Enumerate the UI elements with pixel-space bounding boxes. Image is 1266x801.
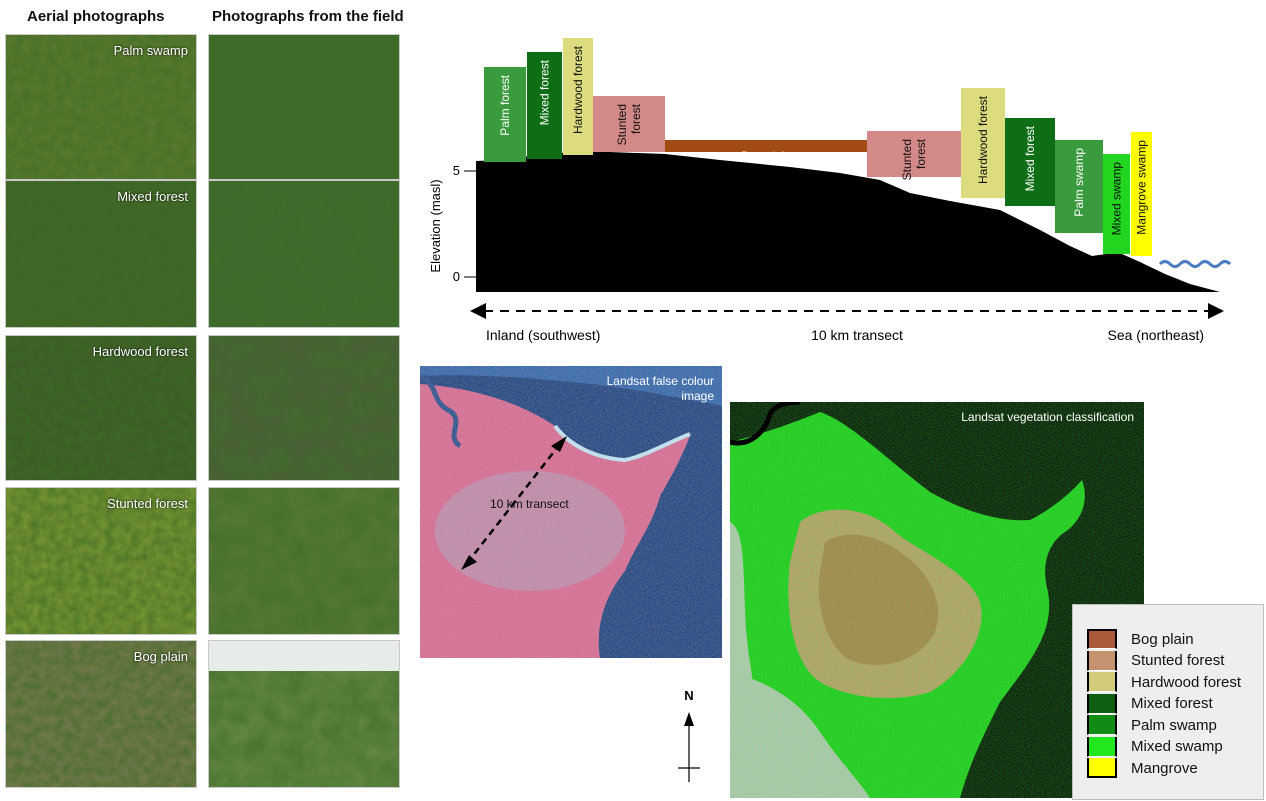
y-axis-label: Elevation (masl) — [428, 179, 443, 272]
legend-swatch — [1087, 650, 1117, 671]
landsat-title-line-1: Landsat false colour — [606, 374, 714, 388]
vegetation-zone-label: Stunted forest — [615, 103, 643, 145]
aerial-photo-label: Palm swamp — [113, 43, 188, 58]
x-label-transect: 10 km transect — [811, 327, 903, 343]
legend-label: Bog plain — [1131, 630, 1194, 648]
vegetation-zone-bar — [1005, 118, 1055, 206]
transect-arrow-right-icon — [1208, 303, 1224, 319]
vegetation-zone-bar — [593, 96, 665, 152]
vegetation-zone-bar — [961, 88, 1005, 198]
aerial-photo-0: Palm swamp — [5, 34, 197, 180]
aerial-photo-label: Stunted forest — [107, 496, 188, 511]
legend-label: Hardwood forest — [1131, 673, 1242, 691]
vegetation-zone-label: Hardwood forest — [976, 95, 990, 184]
north-label: N — [684, 688, 693, 703]
vegetation-zone-label-line: Palm swamp — [1072, 148, 1086, 217]
vegetation-zone-label: Palm forest — [498, 74, 512, 135]
legend-item: Hardwood forest — [1087, 672, 1241, 692]
vegetation-classification-map: Landsat vegetation classification — [730, 402, 1144, 798]
vegetation-zone-label: Mangrove swamp — [1135, 140, 1149, 235]
legend-label: Palm swamp — [1131, 716, 1217, 734]
vegetation-zone-bar — [867, 131, 961, 177]
aerial-photo-1: Mixed forest — [5, 180, 197, 328]
vegetation-zone-label-line: Mangrove swamp — [1135, 140, 1149, 235]
transect-label: 10 km transect — [490, 497, 569, 511]
vegetation-zone-label-line: Hardwood forest — [976, 95, 990, 184]
vegetation-zone-bar — [665, 140, 867, 152]
legend-item: Mixed forest — [1087, 693, 1213, 714]
legend-swatch — [1087, 758, 1117, 778]
aerial-photos-heading: Aerial photographs — [27, 8, 165, 25]
landsat-map-image — [420, 366, 722, 658]
vegetation-zone-label: Mixed forest — [538, 59, 552, 125]
legend-swatch — [1087, 672, 1117, 692]
aerial-photo-label: Mixed forest — [117, 189, 188, 204]
field-photos-heading: Photographs from the field — [212, 8, 404, 25]
field-photo-1 — [208, 180, 400, 328]
legend-label: Mixed forest — [1131, 695, 1213, 712]
y-tick-label: 0 — [453, 269, 460, 284]
vegetation-zone-label-line: Mixed forest — [1023, 125, 1037, 191]
legend-item: Bog plain — [1087, 629, 1194, 649]
legend-label: Mangrove — [1131, 759, 1198, 777]
legend-item: Palm swamp — [1087, 715, 1217, 735]
aerial-photo-label: Bog plain — [133, 649, 188, 664]
vegetation-zone-label-line: Hardwood forest — [571, 45, 585, 134]
legend-item: Stunted forest — [1087, 650, 1225, 671]
legend-swatch — [1087, 736, 1117, 757]
x-label-inland: Inland (southwest) — [486, 327, 600, 343]
legend-swatch — [1087, 715, 1117, 735]
legend-label: Mixed swamp — [1131, 738, 1223, 755]
elevation-profile: Palm forest Mixed forest Hardwood forest St… — [428, 38, 1232, 343]
legend-swatch — [1087, 693, 1117, 714]
vegetation-zone-label-line: forest — [914, 138, 928, 169]
vegetation-zone-bar — [563, 38, 593, 155]
aerial-photo-2: Hardwood forest — [5, 335, 197, 481]
classification-map-image — [730, 402, 1144, 798]
vegetation-legend: Bog plain Stunted forest Hardwood forest Mi… — [1072, 604, 1264, 800]
legend-swatch — [1087, 629, 1117, 649]
sea-level-wave-icon — [1158, 260, 1232, 268]
landsat-title-line-2: image — [681, 389, 714, 403]
vegetation-zone-label-line: Palm forest — [498, 74, 512, 135]
vegetation-zone-label: Bog plain — [741, 149, 791, 163]
vegetation-zone-bar — [1103, 154, 1130, 254]
field-photo-4 — [208, 640, 400, 788]
terrain-profile — [476, 152, 1220, 292]
vegetation-zone-bar — [1055, 140, 1103, 233]
vegetation-zone-label: Stunted forest — [900, 138, 928, 180]
vegetation-zone-label-line: Mixed forest — [538, 59, 552, 125]
landsat-false-colour-map: Landsat false colour image 10 km transec… — [420, 366, 722, 658]
legend-item: Mixed swamp — [1087, 736, 1223, 757]
aerial-photo-3: Stunted forest — [5, 487, 197, 635]
transect-arrow-left-icon — [470, 303, 486, 319]
vegetation-zone-label: Palm swamp — [1072, 148, 1086, 217]
legend-item: Mangrove — [1087, 758, 1198, 778]
vegetation-zone-label-line: Mixed swamp — [1110, 162, 1124, 236]
vegetation-zone-label-line: Stunted — [615, 104, 629, 145]
vegetation-zone-bar — [484, 67, 526, 162]
classification-title: Landsat vegetation classification — [961, 410, 1134, 424]
field-photo-0 — [208, 34, 400, 180]
y-tick-label: 5 — [453, 163, 460, 178]
aerial-photo-4: Bog plain — [5, 640, 197, 788]
vegetation-zone-bar — [1131, 132, 1152, 256]
aerial-photo-label: Hardwood forest — [92, 344, 188, 359]
north-arrow-icon: N — [678, 688, 700, 782]
legend-label: Stunted forest — [1131, 652, 1225, 669]
vegetation-zone-label-line: Stunted — [900, 139, 914, 180]
vegetation-zone-label: Hardwood forest — [571, 45, 585, 134]
x-label-sea: Sea (northeast) — [1108, 327, 1205, 343]
vegetation-zone-label: Mixed swamp — [1110, 162, 1124, 236]
vegetation-zone-label: Mixed forest — [1023, 125, 1037, 191]
field-photo-2 — [208, 335, 400, 481]
vegetation-zone-label-line: forest — [629, 103, 643, 134]
landsat-title: Landsat false colour image — [607, 374, 714, 404]
field-photo-3 — [208, 487, 400, 635]
vegetation-zone-bar — [527, 52, 562, 159]
